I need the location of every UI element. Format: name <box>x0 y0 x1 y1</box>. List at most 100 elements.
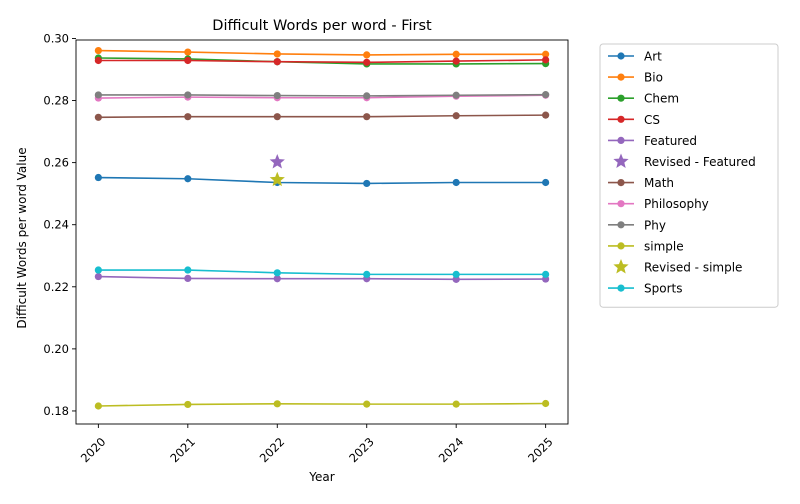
data-point <box>273 58 281 66</box>
legend-label: Chem <box>644 92 679 106</box>
series-line <box>98 94 546 99</box>
y-tick-label: 0.28 <box>43 94 69 108</box>
legend-marker <box>617 115 625 123</box>
data-point <box>542 111 550 119</box>
series-cs <box>94 56 550 66</box>
data-point <box>184 91 192 99</box>
data-point <box>94 402 102 410</box>
data-point <box>452 178 460 187</box>
series-line <box>98 275 546 281</box>
legend-item-revised-simple: Revised - simple <box>613 259 742 275</box>
data-point <box>452 57 460 65</box>
data-point <box>452 50 460 58</box>
legend-marker <box>617 73 625 81</box>
data-point <box>363 51 371 59</box>
data-point <box>542 50 550 58</box>
data-point <box>363 270 371 278</box>
data-point <box>184 175 192 183</box>
series-bio <box>94 46 550 59</box>
series-simple <box>94 399 550 410</box>
legend-marker <box>617 284 625 292</box>
legend-item-phy: Phy <box>608 218 666 232</box>
y-tick-label: 0.24 <box>43 218 69 232</box>
data-point <box>452 270 460 278</box>
series-line <box>98 49 546 56</box>
series-revised-simple <box>269 171 285 187</box>
legend-marker <box>617 136 625 144</box>
data-point <box>542 399 550 408</box>
x-tick-label: 2023 <box>346 435 377 466</box>
data-point <box>184 266 192 274</box>
data-point <box>94 46 102 55</box>
data-point <box>363 58 371 66</box>
legend-label: Phy <box>644 218 666 232</box>
legend-item-simple: simple <box>608 239 684 253</box>
legend-box <box>599 43 779 308</box>
legend-label: Revised - simple <box>644 261 742 275</box>
x-tick-label: 2022 <box>257 435 288 466</box>
data-point <box>452 275 460 283</box>
series-line <box>98 59 546 64</box>
legend-item-bio: Bio <box>608 71 663 85</box>
legend-item-revised-featured: Revised - Featured <box>613 153 756 169</box>
series-revised-featured <box>269 154 285 169</box>
data-point <box>542 56 550 64</box>
data-point <box>273 50 281 58</box>
data-point-star <box>269 154 285 169</box>
series-art <box>94 173 550 188</box>
x-tick-label: 2024 <box>436 435 467 466</box>
data-point <box>184 113 192 121</box>
y-tick-label: 0.26 <box>43 156 69 170</box>
legend-marker-star <box>613 259 629 274</box>
data-point <box>273 91 281 100</box>
y-axis-label: Difficult Words per word Value <box>15 147 29 328</box>
x-tick-label: 2021 <box>167 435 198 466</box>
data-point <box>94 272 102 281</box>
legend-item-featured: Featured <box>608 134 697 148</box>
data-point <box>94 56 102 65</box>
x-tick-label: 2025 <box>525 435 556 466</box>
data-point <box>273 269 281 277</box>
data-point <box>363 113 371 121</box>
data-point <box>363 92 371 100</box>
data-point <box>94 113 102 121</box>
data-point-star <box>269 171 285 187</box>
legend-marker <box>617 52 625 60</box>
legend-label: Revised - Featured <box>644 155 756 169</box>
legend-marker <box>617 221 625 229</box>
series-phy <box>94 91 550 100</box>
data-point <box>452 112 460 120</box>
series-line <box>98 114 546 119</box>
series-sports <box>94 266 550 278</box>
legend-label: Sports <box>644 282 682 296</box>
data-point <box>542 91 550 99</box>
series-math <box>94 111 550 121</box>
legend-marker <box>617 179 625 187</box>
legend-item-chem: Chem <box>608 92 679 106</box>
y-tick-label: 0.18 <box>43 404 69 418</box>
legend-label: Featured <box>644 134 697 148</box>
data-point <box>273 275 281 283</box>
data-point <box>184 56 192 65</box>
x-tick-label: 2020 <box>78 435 109 466</box>
legend-item-math: Math <box>608 176 674 190</box>
legend-label: CS <box>644 113 660 127</box>
legend-item-art: Art <box>608 50 662 64</box>
series-line <box>98 176 546 185</box>
legend-marker <box>617 242 625 250</box>
legend-item-sports: Sports <box>608 282 682 296</box>
data-point <box>184 48 192 56</box>
data-point <box>363 400 371 408</box>
legend-marker-star <box>613 153 629 168</box>
data-point <box>94 173 102 182</box>
plot-frame <box>75 39 569 425</box>
data-point <box>184 274 192 283</box>
x-axis-label: Year <box>308 470 334 484</box>
data-point <box>184 400 192 409</box>
data-point <box>273 400 281 408</box>
legend-marker <box>617 200 625 208</box>
series-philosophy <box>94 91 550 102</box>
series-line <box>98 269 546 276</box>
